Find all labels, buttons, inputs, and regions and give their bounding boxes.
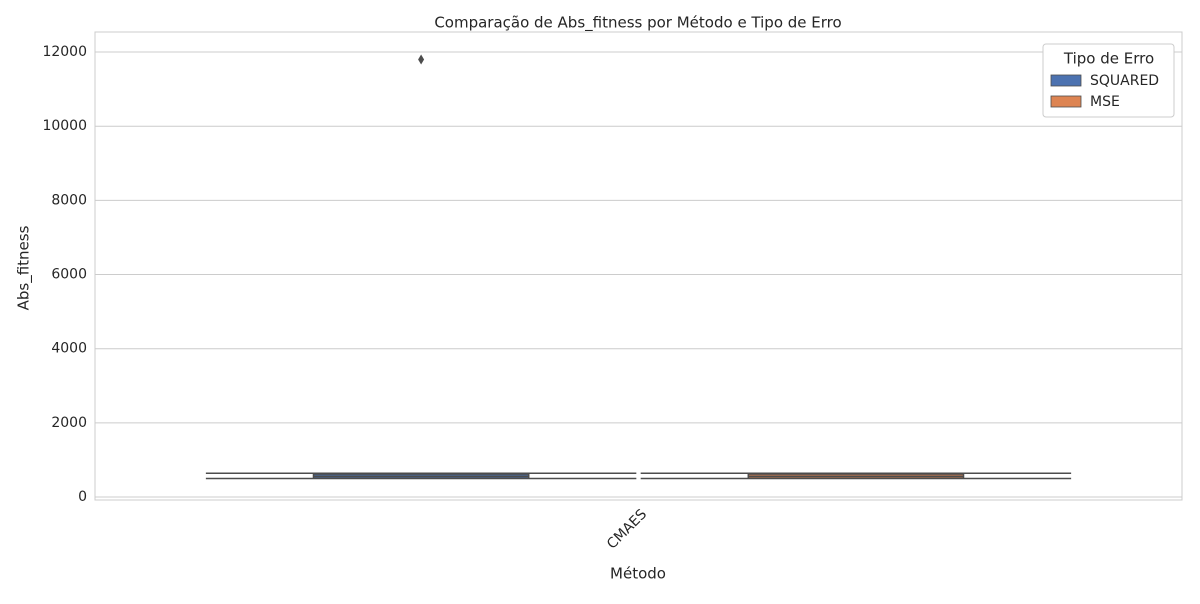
legend-label: SQUARED bbox=[1090, 73, 1159, 89]
y-tick-label: 10000 bbox=[42, 118, 87, 134]
y-tick-label: 4000 bbox=[51, 341, 87, 357]
y-tick-label: 12000 bbox=[42, 44, 87, 60]
y-tick-label: 8000 bbox=[51, 192, 87, 208]
plot-frame bbox=[94, 31, 1183, 501]
legend-swatch bbox=[1050, 95, 1082, 108]
y-tick-label: 6000 bbox=[51, 267, 87, 283]
legend-label: MSE bbox=[1090, 94, 1120, 110]
y-tick-label: 0 bbox=[78, 489, 87, 505]
y-tick-label: 2000 bbox=[51, 415, 87, 431]
x-axis-label: Método bbox=[610, 565, 666, 583]
chart-title: Comparação de Abs_fitness por Método e T… bbox=[434, 14, 841, 33]
legend-title: Tipo de Erro bbox=[1063, 50, 1154, 68]
y-axis-label: Abs_fitness bbox=[15, 225, 34, 310]
x-tick-label: CMAES bbox=[604, 506, 650, 552]
legend-swatch bbox=[1050, 74, 1082, 87]
outlier bbox=[418, 54, 425, 65]
